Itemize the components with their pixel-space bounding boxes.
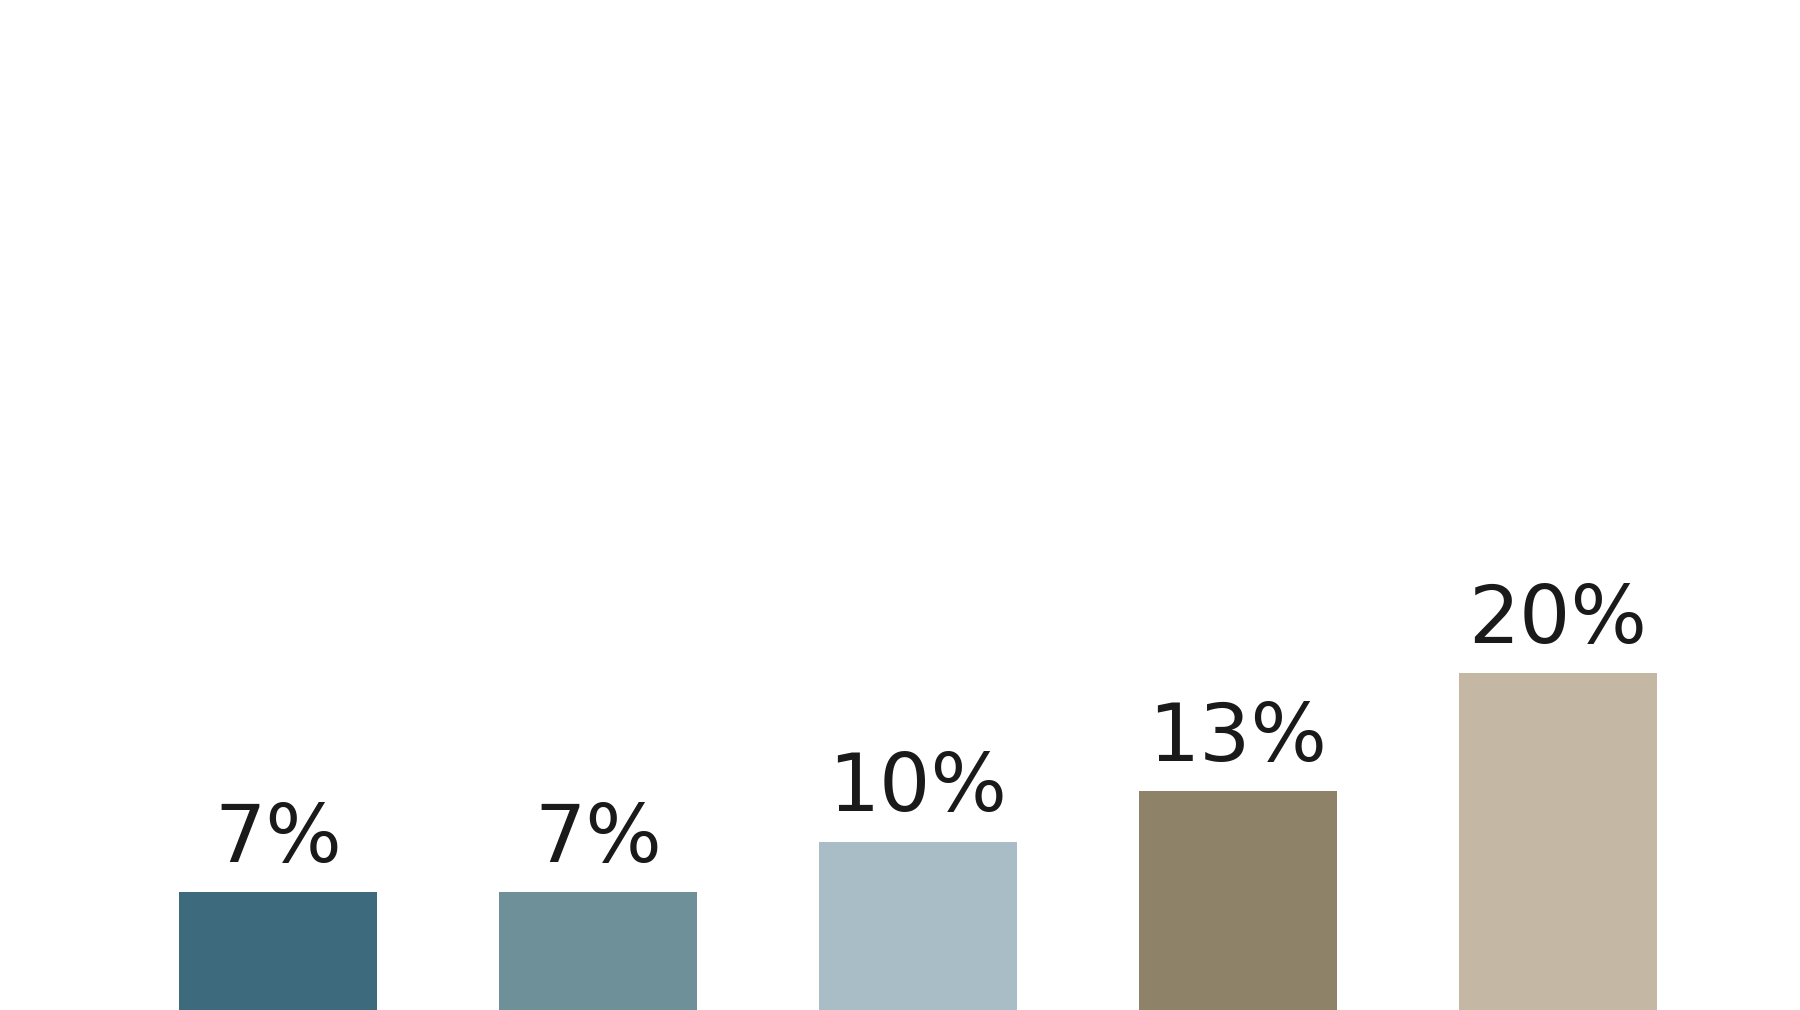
Text: 13%: 13% xyxy=(1148,700,1328,778)
Bar xyxy=(499,892,697,1010)
Bar xyxy=(819,841,1017,1010)
Text: 20%: 20% xyxy=(1469,582,1647,660)
Bar xyxy=(1139,791,1337,1010)
Bar xyxy=(1458,674,1658,1010)
Text: 7%: 7% xyxy=(535,801,662,879)
Text: 10%: 10% xyxy=(828,750,1008,828)
Text: 7%: 7% xyxy=(214,801,342,879)
Bar xyxy=(178,892,378,1010)
